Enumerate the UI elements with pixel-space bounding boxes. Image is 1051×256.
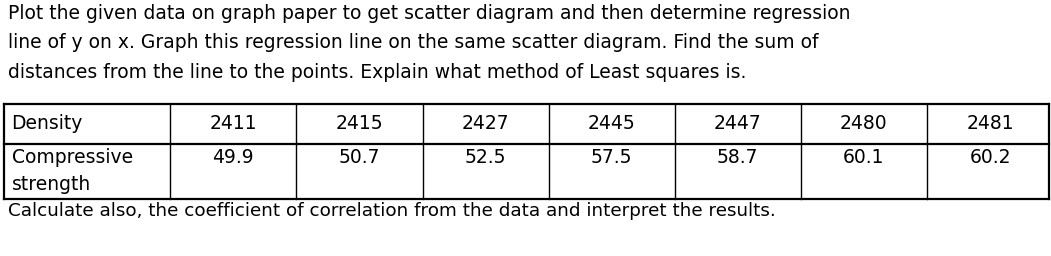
Text: 2480: 2480	[840, 114, 888, 133]
Text: Plot the given data on graph paper to get scatter diagram and then determine reg: Plot the given data on graph paper to ge…	[8, 4, 851, 23]
Text: 2415: 2415	[335, 114, 384, 133]
Text: 52.5: 52.5	[465, 148, 507, 167]
Text: Compressive: Compressive	[12, 148, 132, 167]
Text: Density: Density	[12, 114, 83, 133]
Text: 58.7: 58.7	[717, 148, 759, 167]
Text: 2427: 2427	[461, 114, 510, 133]
Text: 50.7: 50.7	[338, 148, 380, 167]
Text: strength: strength	[12, 175, 90, 194]
Text: 49.9: 49.9	[212, 148, 254, 167]
Text: 2411: 2411	[209, 114, 257, 133]
Text: distances from the line to the points. Explain what method of Least squares is.: distances from the line to the points. E…	[8, 63, 747, 82]
Text: line of y on x. Graph this regression line on the same scatter diagram. Find the: line of y on x. Graph this regression li…	[8, 33, 819, 52]
Text: 2481: 2481	[966, 114, 1014, 133]
Text: 2445: 2445	[588, 114, 636, 133]
Text: 2447: 2447	[714, 114, 762, 133]
Text: 60.2: 60.2	[969, 148, 1011, 167]
Text: 57.5: 57.5	[591, 148, 633, 167]
Text: Calculate also, the coefficient of correlation from the data and interpret the r: Calculate also, the coefficient of corre…	[8, 202, 776, 220]
Text: 60.1: 60.1	[843, 148, 885, 167]
